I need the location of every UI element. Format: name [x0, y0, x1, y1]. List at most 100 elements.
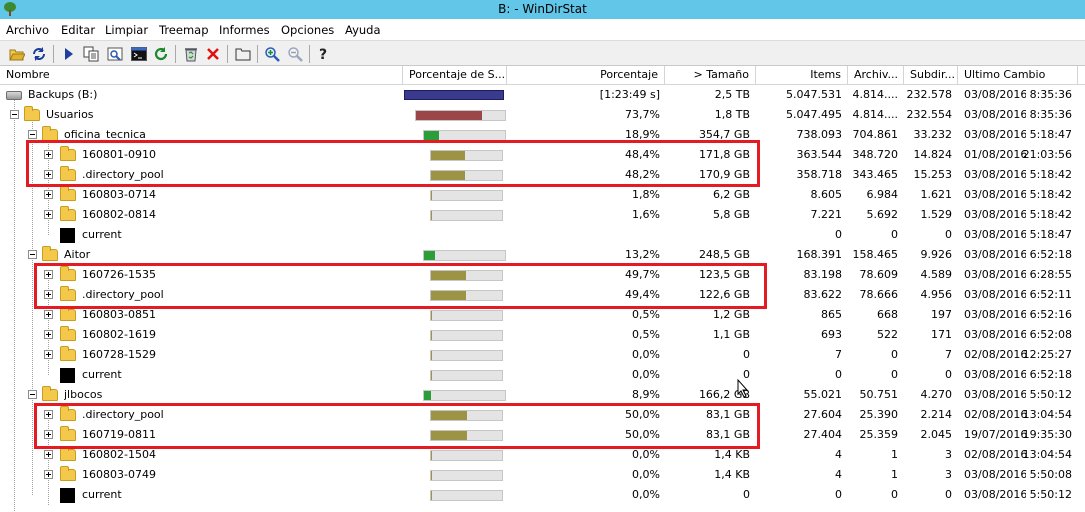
tree-row[interactable]: current 0,0% 0 0 0 0 03/08/2016 6:52:18: [0, 365, 1085, 385]
column-header-nombre[interactable]: Nombre: [0, 66, 403, 85]
column-header-porcentaje-subarbol[interactable]: Porcentaje de S...: [403, 66, 507, 85]
tree-row[interactable]: 160728-1529 0,0% 0 7 0 7 02/08/2016 12:25:27: [0, 345, 1085, 365]
tree-row[interactable]: 160802-0814 1,6% 5,8 GB 7.221 5.692 1.529 03/0…: [0, 205, 1085, 225]
percent-value: 50,0%: [625, 408, 660, 421]
tree-row[interactable]: current 0 0 0 03/08/2016 5:18:47: [0, 225, 1085, 245]
subdirs-value: 232.578: [906, 88, 953, 101]
items-value: 55.021: [803, 388, 843, 401]
item-name: 160802-1504: [82, 448, 156, 461]
open-folder-icon[interactable]: [8, 45, 26, 63]
zoom-out-icon[interactable]: [286, 45, 304, 63]
size-value: 248,5 GB: [698, 248, 750, 261]
tree-row[interactable]: 160719-0811 50,0% 83,1 GB 27.404 25.359 2.045…: [0, 425, 1085, 445]
last-change-date: 03/08/2016: [964, 208, 1026, 221]
play-icon[interactable]: [60, 45, 78, 63]
last-change-time: 6:52:11: [1029, 288, 1072, 301]
menu-informes[interactable]: Informes: [219, 23, 270, 37]
zoom-in-icon[interactable]: [263, 45, 281, 63]
last-change-date: 03/08/2016: [964, 188, 1026, 201]
column-header-archivos[interactable]: Archiv...: [848, 66, 904, 85]
tree-row[interactable]: 160801-0910 48,4% 171,8 GB 363.544 348.720 14…: [0, 145, 1085, 165]
windirstat-app-icon[interactable]: [2, 1, 18, 17]
column-header-porcentaje[interactable]: Porcentaje: [507, 66, 665, 85]
tree-row[interactable]: 160802-1504 0,0% 1,4 KB 4 1 3 02/08/2016 13:04:…: [0, 445, 1085, 465]
copy-icon[interactable]: [82, 45, 100, 63]
expand-icon[interactable]: [44, 330, 53, 339]
expand-icon[interactable]: [44, 290, 53, 299]
menu-ayuda[interactable]: Ayuda: [345, 23, 381, 37]
help-icon[interactable]: ?: [315, 45, 333, 63]
expand-icon[interactable]: [44, 150, 53, 159]
menu-treemap[interactable]: Treemap: [159, 23, 209, 37]
subtree-percent-bar: [423, 390, 506, 401]
column-header-tamano[interactable]: > Tamaño: [665, 66, 756, 85]
tree-row[interactable]: .directory_pool 49,4% 122,6 GB 83.622 78.666…: [0, 285, 1085, 305]
expand-icon[interactable]: [44, 450, 53, 459]
subdirs-value: 171: [931, 328, 952, 341]
expand-icon[interactable]: [44, 470, 53, 479]
expand-icon[interactable]: [44, 350, 53, 359]
tree-row[interactable]: oficina_tecnica 18,9% 354,7 GB 738.093 704.8…: [0, 125, 1085, 145]
refresh-icon[interactable]: [30, 45, 48, 63]
collapse-icon[interactable]: [28, 250, 37, 259]
mouse-cursor-icon: [737, 379, 749, 397]
size-value: 170,9 GB: [698, 168, 750, 181]
collapse-icon[interactable]: [28, 390, 37, 399]
delete-icon[interactable]: [204, 45, 222, 63]
explorer-icon[interactable]: [106, 45, 124, 63]
item-name: 160802-1619: [82, 328, 156, 341]
expand-icon[interactable]: [44, 410, 53, 419]
column-header-subdirectorios[interactable]: Subdir...: [904, 66, 958, 85]
tree-row[interactable]: 160803-0714 1,8% 6,2 GB 8.605 6.984 1.621 03/0…: [0, 185, 1085, 205]
tree-guide-line: [32, 115, 33, 495]
expand-icon[interactable]: [44, 190, 53, 199]
subdirs-value: 0: [945, 228, 952, 241]
tree-guide-line: [48, 415, 49, 505]
tree-row[interactable]: current 0,0% 0 0 0 0 03/08/2016 5:50:12: [0, 485, 1085, 505]
tree-row[interactable]: 160803-0851 0,5% 1,2 GB 865 668 197 03/08/2016…: [0, 305, 1085, 325]
last-change-date: 03/08/2016: [964, 88, 1026, 101]
last-change-date: 03/08/2016: [964, 248, 1026, 261]
percent-value: 50,0%: [625, 428, 660, 441]
tree-row[interactable]: 160803-0749 0,0% 1,4 KB 4 1 3 03/08/2016 5:50:0…: [0, 465, 1085, 485]
tree-row[interactable]: Usuarios 73,7% 1,8 TB 5.047.495 4.814.... 232…: [0, 105, 1085, 125]
menu-editar[interactable]: Editar: [61, 23, 96, 37]
tree-row[interactable]: 160802-1619 0,5% 1,1 GB 693 522 171 03/08/2016…: [0, 325, 1085, 345]
size-value: 1,4 KB: [714, 448, 750, 461]
directory-tree[interactable]: Backups (B:) [1:23:49 s] 2,5 TB 5.047.531 4.…: [0, 85, 1085, 512]
subtree-percent-bar: [415, 110, 506, 121]
tree-row[interactable]: Aitor 13,2% 248,5 GB 168.391 158.465 9.926 03/…: [0, 245, 1085, 265]
column-header-ultimo-cambio[interactable]: Ultimo Cambio: [958, 66, 1078, 85]
tree-row[interactable]: 160726-1535 49,7% 123,5 GB 83.198 78.609 4.58…: [0, 265, 1085, 285]
command-prompt-icon[interactable]: [130, 45, 148, 63]
expand-icon[interactable]: [44, 170, 53, 179]
tree-row[interactable]: Backups (B:) [1:23:49 s] 2,5 TB 5.047.531 4.…: [0, 85, 1085, 105]
menu-archivo[interactable]: Archivo: [6, 23, 49, 37]
recycle-bin-icon[interactable]: [182, 45, 200, 63]
item-name: .directory_pool: [82, 168, 164, 181]
file-icon: [60, 228, 75, 243]
files-value: 4.814....: [852, 108, 898, 121]
files-value: 6.984: [866, 188, 899, 201]
menu-opciones[interactable]: Opciones: [281, 23, 335, 37]
expand-icon[interactable]: [44, 210, 53, 219]
tree-row[interactable]: jlbocos 8,9% 166,2 GB 55.021 50.751 4.270 03/0…: [0, 385, 1085, 405]
items-value: 8.605: [810, 188, 843, 201]
expand-icon[interactable]: [44, 310, 53, 319]
item-name: 160803-0851: [82, 308, 156, 321]
tree-row[interactable]: .directory_pool 48,2% 170,9 GB 358.718 343.4…: [0, 165, 1085, 185]
tree-row[interactable]: .directory_pool 50,0% 83,1 GB 27.604 25.390 2…: [0, 405, 1085, 425]
collapse-icon[interactable]: [28, 130, 37, 139]
expand-icon[interactable]: [44, 270, 53, 279]
last-change-date: 03/08/2016: [964, 268, 1026, 281]
folder-icon: [60, 266, 76, 281]
item-name: .directory_pool: [82, 288, 164, 301]
expand-icon[interactable]: [44, 430, 53, 439]
item-name: 160719-0811: [82, 428, 156, 441]
menu-limpiar[interactable]: Limpiar: [105, 23, 149, 37]
collapse-icon[interactable]: [10, 110, 19, 119]
properties-icon[interactable]: [234, 45, 252, 63]
refresh-green-icon[interactable]: [152, 45, 170, 63]
column-header-items[interactable]: Items: [756, 66, 848, 85]
item-name: Aitor: [64, 248, 91, 261]
